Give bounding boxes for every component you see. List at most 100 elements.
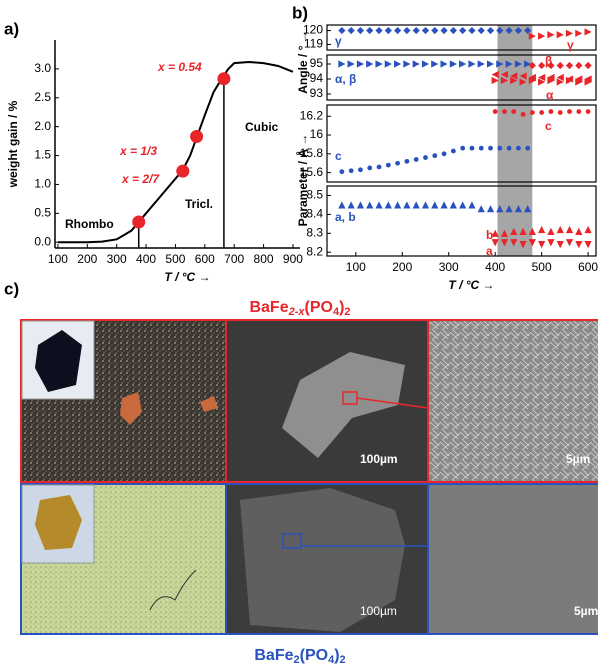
x-axis-label: T / °C → <box>164 270 210 284</box>
y-tick-label: 1.0 <box>34 177 51 191</box>
image-title: BaFe2(PO4)2 <box>254 647 345 666</box>
point <box>516 146 521 151</box>
point <box>190 130 203 143</box>
point <box>348 60 355 67</box>
y-tick-label: 95 <box>310 56 324 70</box>
panel-label: a) <box>4 19 19 38</box>
point <box>338 27 345 34</box>
x-tick-label: 200 <box>392 260 412 274</box>
point <box>405 159 410 164</box>
point <box>566 62 573 69</box>
point <box>478 27 485 34</box>
point <box>377 165 382 170</box>
point <box>385 27 392 34</box>
sem-zoom <box>428 484 598 634</box>
annotation: α, β <box>335 72 356 86</box>
point <box>385 201 392 208</box>
point <box>547 228 554 235</box>
point <box>575 62 582 69</box>
point <box>366 201 373 208</box>
y-axis-label: Angle / ° → <box>296 30 310 93</box>
point <box>403 60 410 67</box>
x-tick-label: 100 <box>346 260 366 274</box>
point <box>566 226 573 233</box>
title-part: 2 <box>340 654 346 666</box>
point <box>217 72 230 85</box>
annotation: c <box>335 149 342 163</box>
y-tick-label: 8.5 <box>306 188 323 202</box>
point <box>460 146 465 151</box>
point <box>440 201 447 208</box>
point <box>432 153 437 158</box>
point <box>470 146 475 151</box>
point <box>521 112 526 117</box>
point <box>403 201 410 208</box>
point <box>450 27 457 34</box>
point <box>468 27 475 34</box>
point <box>487 205 494 212</box>
point <box>338 201 345 208</box>
title-part: (PO <box>300 647 328 664</box>
point <box>451 149 456 154</box>
title-part: BaFe <box>254 647 293 664</box>
point <box>557 241 564 248</box>
point <box>538 226 545 233</box>
figure: a) b) c) 0.00.51.01.52.02.53.01002003004… <box>0 0 598 668</box>
point <box>132 216 145 229</box>
y-axis-label: weight gain / % <box>6 100 20 188</box>
point <box>357 27 364 34</box>
point <box>375 201 382 208</box>
point <box>413 60 420 67</box>
point <box>367 166 372 171</box>
point <box>492 71 499 78</box>
x-tick-label: 400 <box>485 260 505 274</box>
annotation: x = 0.54 <box>157 60 202 74</box>
point <box>468 60 475 67</box>
point <box>394 201 401 208</box>
x-tick-label: 500 <box>165 252 185 266</box>
point <box>547 31 554 38</box>
point <box>450 201 457 208</box>
plot-frame <box>327 105 596 182</box>
point <box>488 146 493 151</box>
panel-label: b) <box>292 3 308 22</box>
point <box>442 151 447 156</box>
point <box>585 241 592 248</box>
point <box>413 27 420 34</box>
y-tick-label: 2.5 <box>34 90 51 104</box>
point <box>440 27 447 34</box>
y-tick-label: 8.4 <box>306 207 323 221</box>
point <box>358 167 363 172</box>
scale-label: 100µm <box>360 452 398 466</box>
point <box>586 109 591 114</box>
y-tick-label: 0.0 <box>34 234 51 248</box>
scale-label: 5µm <box>566 452 590 466</box>
image-title: BaFe2-x(PO4)2 <box>249 299 350 318</box>
x-tick-label: 600 <box>195 252 215 266</box>
point <box>423 155 428 160</box>
point <box>585 226 592 233</box>
annotation: γ <box>335 34 342 48</box>
point <box>468 201 475 208</box>
point <box>422 60 429 67</box>
point <box>530 110 535 115</box>
point <box>357 60 364 67</box>
point <box>507 146 512 151</box>
annotation: γ <box>567 38 574 52</box>
point <box>394 60 401 67</box>
point <box>547 239 554 246</box>
panel-label: c) <box>4 279 19 298</box>
x-tick-label: 100 <box>48 252 68 266</box>
x-tick-label: 700 <box>224 252 244 266</box>
point <box>338 60 345 67</box>
point <box>525 146 530 151</box>
annotation: a <box>486 244 493 258</box>
point <box>459 60 466 67</box>
x-tick-label: 400 <box>136 252 156 266</box>
annotation: Rhombo <box>65 217 114 231</box>
scale-label: 5µm <box>574 604 598 618</box>
point <box>558 110 563 115</box>
point <box>529 33 536 40</box>
x-tick-label: 300 <box>439 260 459 274</box>
point <box>557 62 564 69</box>
